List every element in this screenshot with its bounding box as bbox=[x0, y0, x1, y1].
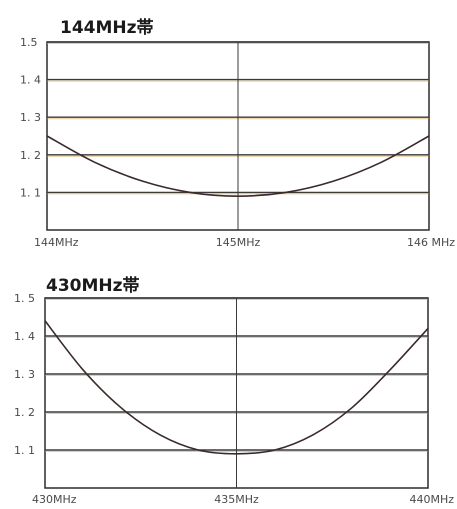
y-tick-labels: 1. 1 1. 2 1. 3 1. 4 1. 5 bbox=[14, 292, 35, 457]
x-tick-label: 435MHz bbox=[214, 493, 259, 506]
y-tick-labels: 1. 1 1. 2 1. 3 1. 4 1.5 bbox=[20, 36, 41, 199]
chart-panel-144mhz: 144MHz帯 1. 1 1. 2 1. 3 1. 4 1.5 144MHz 145MHz… bbox=[20, 17, 455, 249]
x-tick-label: 145MHz bbox=[216, 236, 261, 249]
y-tick-label: 1.5 bbox=[20, 36, 38, 49]
y-tick-label: 1. 3 bbox=[20, 111, 41, 124]
swr-curve bbox=[46, 135, 430, 197]
x-tick-label: 440MHz bbox=[409, 493, 454, 506]
y-tick-label: 1. 1 bbox=[20, 186, 41, 199]
x-tick-labels: 430MHz 435MHz 440MHz bbox=[32, 493, 454, 506]
y-tick-label: 1. 5 bbox=[14, 292, 35, 305]
x-tick-labels: 144MHz 145MHz 146 MHz bbox=[34, 236, 455, 249]
swr-curve bbox=[44, 320, 429, 455]
chart-title: 430MHz帯 bbox=[46, 275, 140, 296]
x-tick-label: 146 MHz bbox=[407, 236, 455, 249]
x-tick-label: 144MHz bbox=[34, 236, 79, 249]
x-tick-label: 430MHz bbox=[32, 493, 77, 506]
y-tick-label: 1. 1 bbox=[14, 444, 35, 457]
chart-panel-430mhz: 430MHz帯 1. 1 1. 2 1. 3 1. 4 1. 5 430MHz 435MH… bbox=[14, 275, 454, 506]
y-tick-label: 1. 2 bbox=[20, 149, 41, 162]
y-tick-label: 1. 4 bbox=[20, 74, 41, 87]
y-tick-label: 1. 2 bbox=[14, 406, 35, 419]
y-tick-label: 1. 3 bbox=[14, 368, 35, 381]
y-tick-label: 1. 4 bbox=[14, 330, 35, 343]
chart-title: 144MHz帯 bbox=[60, 17, 154, 38]
